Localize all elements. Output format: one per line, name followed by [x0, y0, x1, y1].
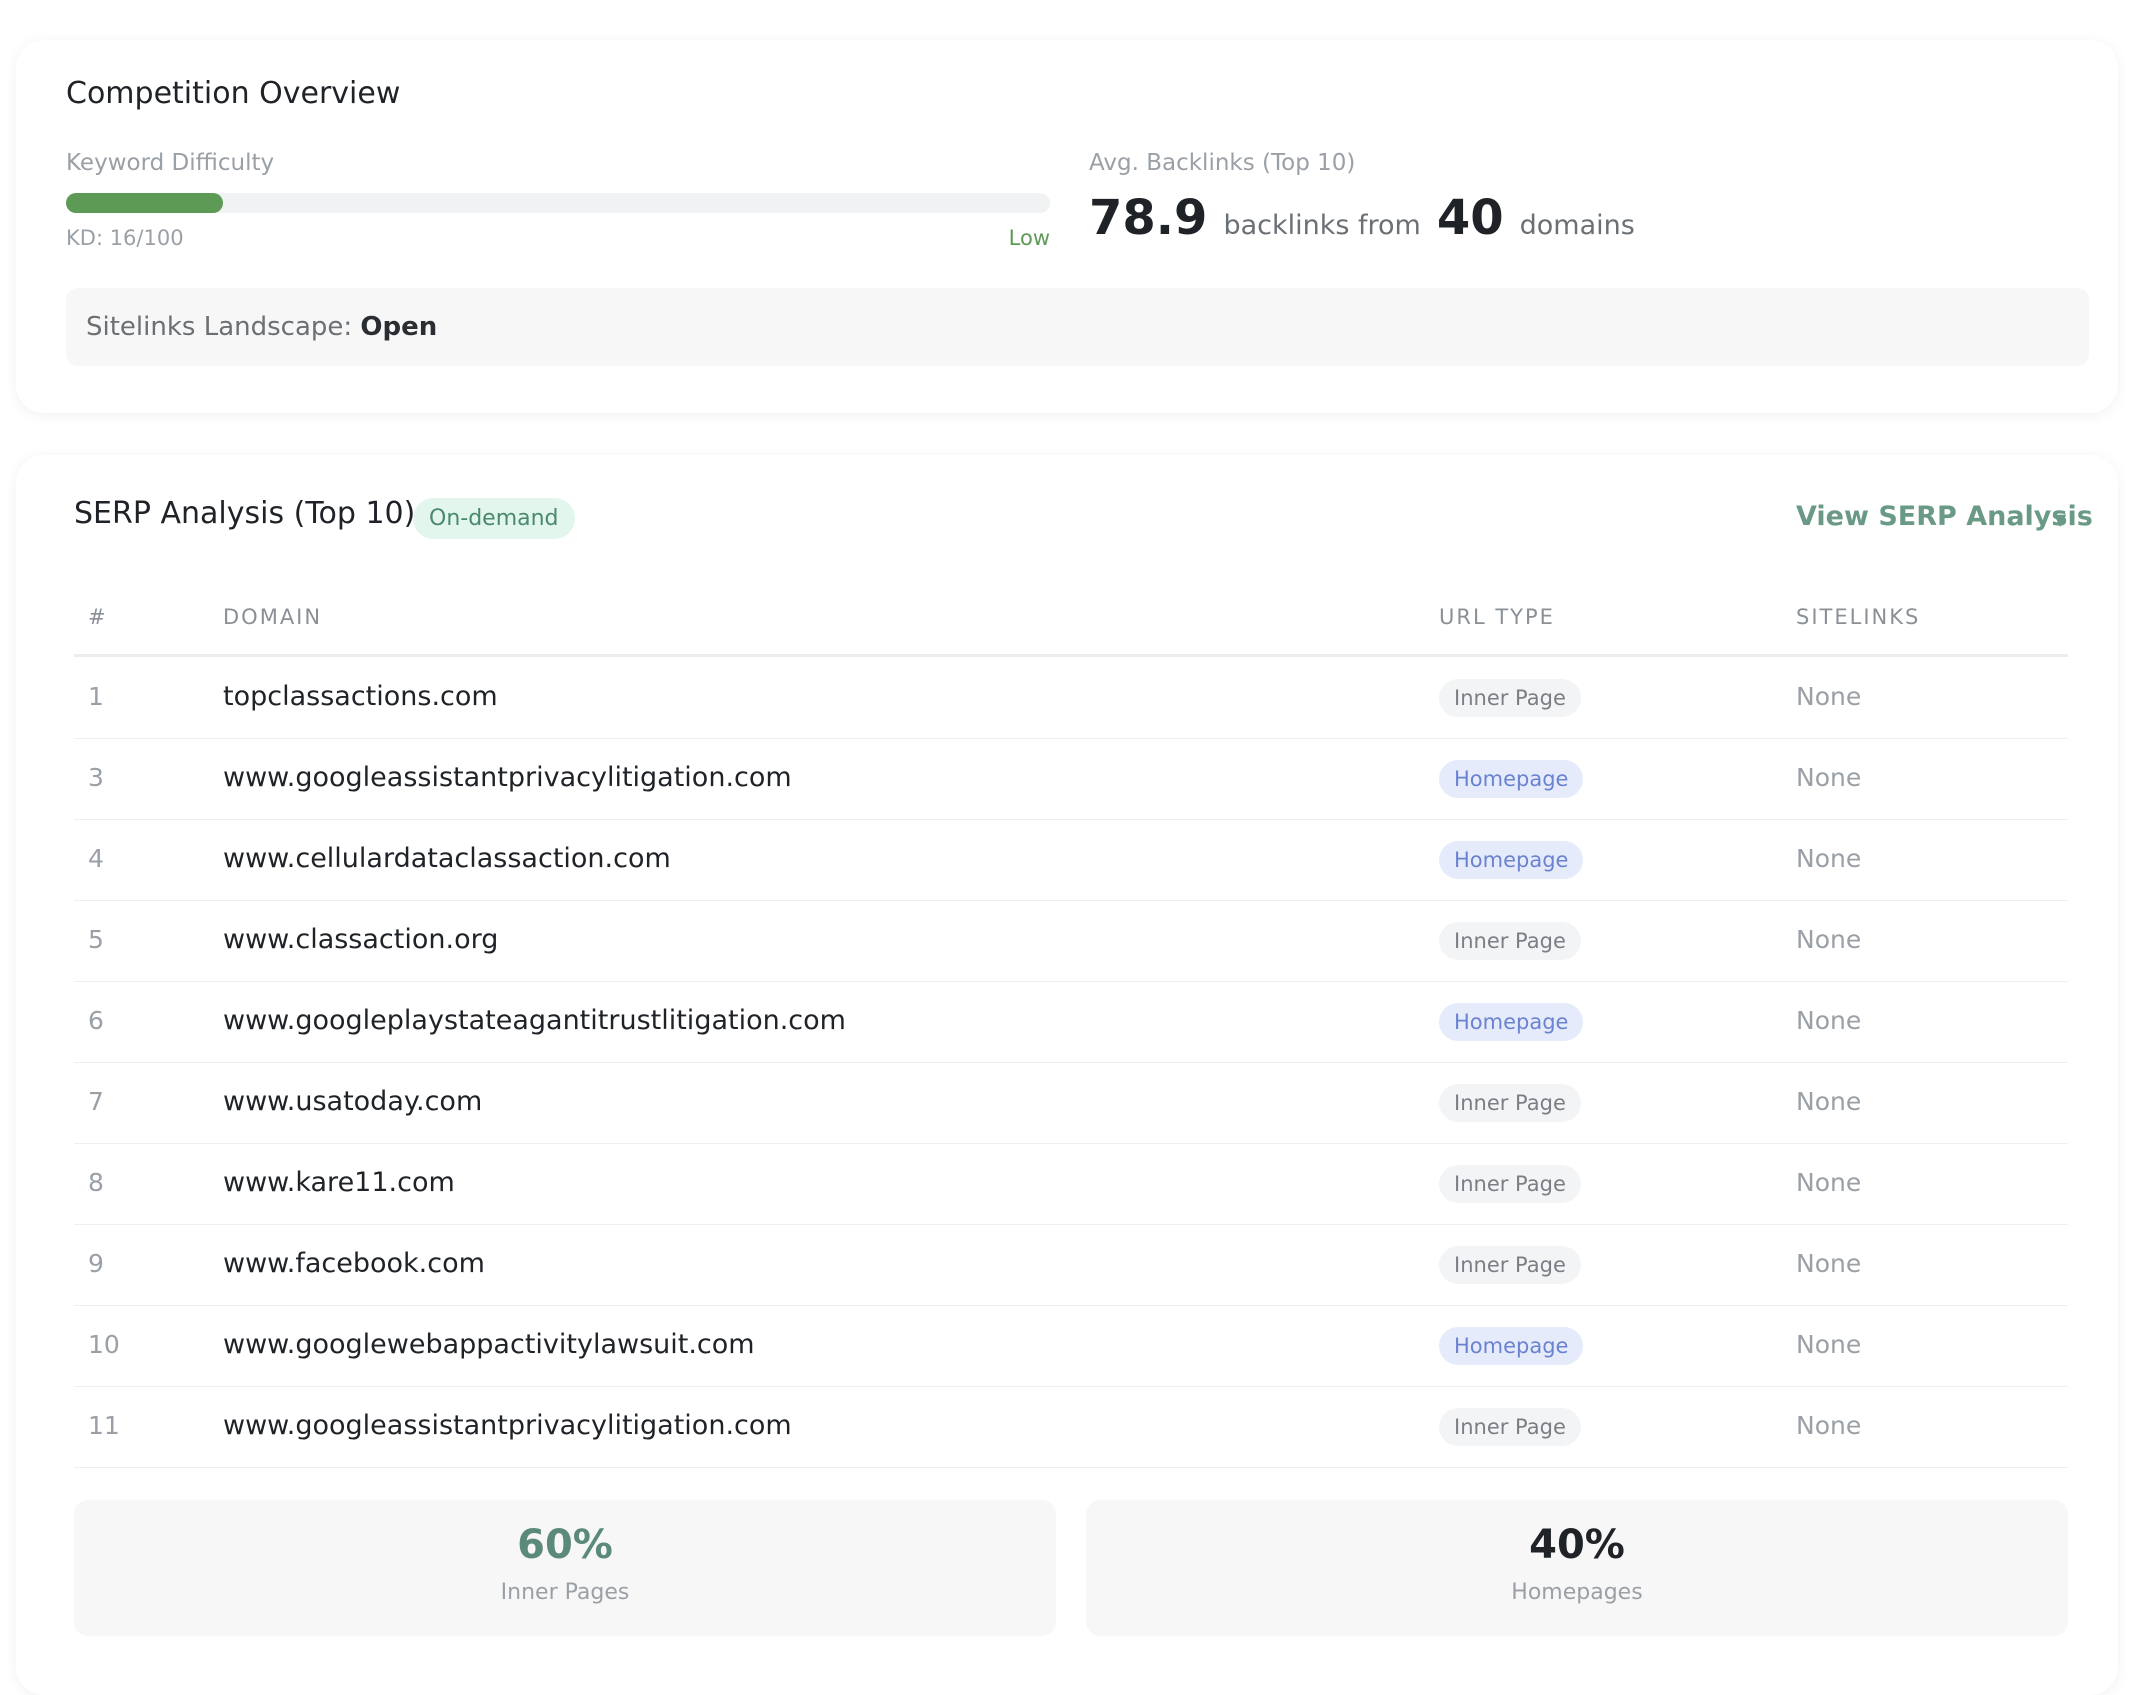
- row-sitelinks: None: [1796, 1168, 1862, 1197]
- sitelinks-landscape: Sitelinks Landscape: Open: [86, 312, 437, 342]
- competition-overview-card: Competition Overview Keyword Difficulty …: [16, 40, 2118, 413]
- row-sitelinks: None: [1796, 682, 1862, 711]
- homepages-stat: 40% Homepages: [1086, 1500, 2068, 1636]
- url-type-badge: Homepage: [1439, 841, 1584, 879]
- row-sitelinks: None: [1796, 763, 1862, 792]
- row-domain[interactable]: www.googleassistantprivacylitigation.com: [223, 762, 792, 793]
- keyword-difficulty-level: Low: [1008, 226, 1050, 250]
- row-rank: 8: [88, 1168, 104, 1197]
- column-header-url-type: URL TYPE: [1439, 605, 1555, 629]
- row-domain[interactable]: www.usatoday.com: [223, 1086, 483, 1117]
- row-rank: 5: [88, 925, 104, 954]
- sitelinks-landscape-label: Sitelinks Landscape:: [86, 312, 353, 342]
- row-rank: 4: [88, 844, 104, 873]
- serp-analysis-card: SERP Analysis (Top 10) On-demand View SE…: [16, 455, 2118, 1695]
- table-row[interactable]: 1 topclassactions.com Inner Page None: [74, 657, 2068, 739]
- row-domain[interactable]: www.facebook.com: [223, 1248, 485, 1279]
- row-sitelinks: None: [1796, 1087, 1862, 1116]
- row-rank: 6: [88, 1006, 104, 1035]
- table-row[interactable]: 6 www.googleplaystateagantitrustlitigatio…: [74, 981, 2068, 1063]
- row-domain[interactable]: www.googlewebappactivitylawsuit.com: [223, 1329, 755, 1360]
- avg-backlinks-count: 78.9: [1089, 190, 1208, 246]
- row-sitelinks: None: [1796, 1330, 1862, 1359]
- row-rank: 10: [88, 1330, 120, 1359]
- table-row[interactable]: 9 www.facebook.com Inner Page None: [74, 1224, 2068, 1306]
- row-domain[interactable]: www.googleplaystateagantitrustlitigation…: [223, 1005, 846, 1036]
- row-sitelinks: None: [1796, 925, 1862, 954]
- row-rank: 7: [88, 1087, 104, 1116]
- row-sitelinks: None: [1796, 1411, 1862, 1440]
- row-rank: 1: [88, 682, 104, 711]
- table-row[interactable]: 3 www.googleassistantprivacylitigation.co…: [74, 738, 2068, 820]
- column-header-sitelinks: SITELINKS: [1796, 605, 1921, 629]
- row-sitelinks: None: [1796, 844, 1862, 873]
- avg-backlinks-summary: 78.9 backlinks from 40 domains: [1089, 190, 1635, 246]
- sitelinks-landscape-box: Sitelinks Landscape: Open: [66, 288, 2089, 366]
- homepages-label: Homepages: [1511, 1580, 1643, 1605]
- row-rank: 11: [88, 1411, 120, 1440]
- inner-pages-label: Inner Pages: [500, 1580, 630, 1605]
- keyword-difficulty-label: Keyword Difficulty: [66, 150, 275, 176]
- url-type-badge: Inner Page: [1439, 1165, 1581, 1203]
- row-domain[interactable]: topclassactions.com: [223, 681, 498, 712]
- table-row[interactable]: 8 www.kare11.com Inner Page None: [74, 1143, 2068, 1225]
- sitelinks-landscape-value: Open: [360, 312, 438, 342]
- domains-text: domains: [1519, 210, 1635, 241]
- url-type-badge: Inner Page: [1439, 679, 1581, 717]
- table-row[interactable]: 7 www.usatoday.com Inner Page None: [74, 1062, 2068, 1144]
- url-type-badge: Inner Page: [1439, 1084, 1581, 1122]
- table-row[interactable]: 11 www.googleassistantprivacylitigation.c…: [74, 1386, 2068, 1468]
- table-row[interactable]: 10 www.googlewebappactivitylawsuit.com Hom…: [74, 1305, 2068, 1387]
- inner-pages-percent: 60%: [517, 1522, 613, 1568]
- column-header-rank: #: [88, 605, 108, 629]
- url-type-badge: Homepage: [1439, 760, 1584, 798]
- url-type-badge: Inner Page: [1439, 922, 1581, 960]
- competition-overview-title: Competition Overview: [66, 76, 401, 111]
- keyword-difficulty-value: KD: 16/100: [66, 226, 184, 250]
- url-type-badge: Inner Page: [1439, 1408, 1581, 1446]
- row-rank: 9: [88, 1249, 104, 1278]
- row-sitelinks: None: [1796, 1249, 1862, 1278]
- row-domain[interactable]: www.cellulardataclassaction.com: [223, 843, 671, 874]
- row-rank: 3: [88, 763, 104, 792]
- row-domain[interactable]: www.classaction.org: [223, 924, 499, 955]
- row-domain[interactable]: www.googleassistantprivacylitigation.com: [223, 1410, 792, 1441]
- table-row[interactable]: 5 www.classaction.org Inner Page None: [74, 900, 2068, 982]
- backlinks-from-text: backlinks from: [1223, 210, 1421, 241]
- row-domain[interactable]: www.kare11.com: [223, 1167, 455, 1198]
- url-type-badge: Inner Page: [1439, 1246, 1581, 1284]
- serp-analysis-title: SERP Analysis (Top 10): [74, 496, 416, 531]
- homepages-percent: 40%: [1529, 1522, 1625, 1568]
- table-row[interactable]: 4 www.cellulardataclassaction.com Homepage…: [74, 819, 2068, 901]
- referring-domains-count: 40: [1436, 190, 1504, 246]
- column-header-domain: DOMAIN: [223, 605, 323, 629]
- caret-down-icon[interactable]: ▼: [2054, 510, 2067, 529]
- view-serp-analysis-link[interactable]: View SERP Analysis: [1796, 501, 2093, 532]
- avg-backlinks-label: Avg. Backlinks (Top 10): [1089, 150, 1356, 176]
- url-type-badge: Homepage: [1439, 1003, 1584, 1041]
- url-type-badge: Homepage: [1439, 1327, 1584, 1365]
- keyword-difficulty-bar-fill: [66, 193, 224, 213]
- table-header-divider: [74, 654, 2068, 657]
- keyword-difficulty-bar: [66, 193, 1050, 213]
- inner-pages-stat: 60% Inner Pages: [74, 1500, 1056, 1636]
- row-sitelinks: None: [1796, 1006, 1862, 1035]
- on-demand-badge: On-demand: [413, 498, 575, 539]
